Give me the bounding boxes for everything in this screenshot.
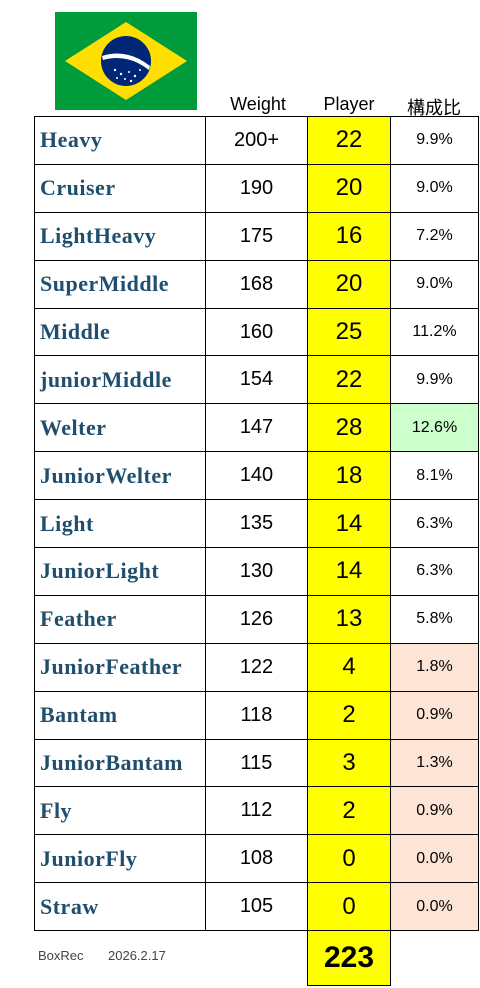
date: 2026.2.17 [108,948,166,963]
weight: 168 [205,259,308,309]
row: LightHeavy 175 16 7.2% [34,211,479,261]
share: 11.2% [390,307,479,357]
weight: 200+ [205,116,308,165]
total: 223 [307,930,391,986]
weight: 154 [205,355,308,405]
class-name: JuniorBantam [34,738,206,788]
row: Heavy 200+ 22 9.9% [34,116,479,165]
player-count: 13 [307,594,391,644]
source: BoxRec [38,948,84,963]
column-header: 構成比 [407,98,461,118]
class-name: Fly [34,786,206,836]
player-count: 22 [307,355,391,405]
row: Light 135 14 6.3% [34,499,479,549]
share: 0.9% [390,786,479,836]
column-header: Weight [230,94,286,114]
row: JuniorBantam 115 3 1.3% [34,738,479,788]
share: 12.6% [390,403,479,453]
weight: 112 [205,786,308,836]
weight: 147 [205,403,308,453]
weight: 122 [205,642,308,692]
weight: 108 [205,834,308,884]
row: JuniorWelter 140 18 8.1% [34,451,479,501]
share: 1.8% [390,642,479,692]
class-name: Straw [34,882,206,932]
player-count: 4 [307,642,391,692]
row: Feather 126 13 5.8% [34,594,479,644]
weight: 126 [205,594,308,644]
player-count: 2 [307,786,391,836]
weight: 130 [205,547,308,596]
share: 0.9% [390,690,479,740]
player-count: 0 [307,882,391,932]
weight: 160 [205,307,308,357]
share: 9.9% [390,116,479,165]
class-name: SuperMiddle [34,259,206,309]
player-count: 14 [307,499,391,549]
share: 9.0% [390,259,479,309]
share: 8.1% [390,451,479,501]
weight: 118 [205,690,308,740]
share: 7.2% [390,211,479,261]
row: Welter 147 28 12.6% [34,403,479,453]
weight: 105 [205,882,308,932]
brazil-flag [55,12,197,110]
share: 9.0% [390,163,479,213]
share: 0.0% [390,882,479,932]
weight: 190 [205,163,308,213]
class-name: JuniorLight [34,547,206,596]
weight: 135 [205,499,308,549]
row: JuniorLight 130 14 6.3% [34,547,479,596]
row: Middle 160 25 11.2% [34,307,479,357]
player-count: 25 [307,307,391,357]
class-name: JuniorFly [34,834,206,884]
row: Cruiser 190 20 9.0% [34,163,479,213]
weight: 175 [205,211,308,261]
player-count: 14 [307,547,391,596]
row: JuniorFly 108 0 0.0% [34,834,479,884]
player-count: 20 [307,163,391,213]
class-name: LightHeavy [34,211,206,261]
class-name: Heavy [34,116,206,165]
class-name: Welter [34,403,206,453]
share: 6.3% [390,499,479,549]
share: 6.3% [390,547,479,596]
share: 9.9% [390,355,479,405]
class-name: Feather [34,594,206,644]
share: 0.0% [390,834,479,884]
player-count: 0 [307,834,391,884]
player-count: 16 [307,211,391,261]
share: 5.8% [390,594,479,644]
row: JuniorFeather 122 4 1.8% [34,642,479,692]
row: juniorMiddle 154 22 9.9% [34,355,479,405]
column-header: Player [323,94,375,114]
row: SuperMiddle 168 20 9.0% [34,259,479,309]
weight: 140 [205,451,308,501]
share: 1.3% [390,738,479,788]
player-count: 22 [307,116,391,165]
row: Fly 112 2 0.9% [34,786,479,836]
player-count: 18 [307,451,391,501]
row: Bantam 118 2 0.9% [34,690,479,740]
class-name: Bantam [34,690,206,740]
class-name: JuniorWelter [34,451,206,501]
weight: 115 [205,738,308,788]
class-name: Cruiser [34,163,206,213]
player-count: 28 [307,403,391,453]
player-count: 20 [307,259,391,309]
player-count: 2 [307,690,391,740]
player-count: 3 [307,738,391,788]
class-name: JuniorFeather [34,642,206,692]
class-name: Middle [34,307,206,357]
class-name: Light [34,499,206,549]
row: Straw 105 0 0.0% [34,882,479,932]
table: Heavy 200+ 22 9.9% Cruiser 190 20 9.0% LightHeav… [34,116,479,932]
class-name: juniorMiddle [34,355,206,405]
